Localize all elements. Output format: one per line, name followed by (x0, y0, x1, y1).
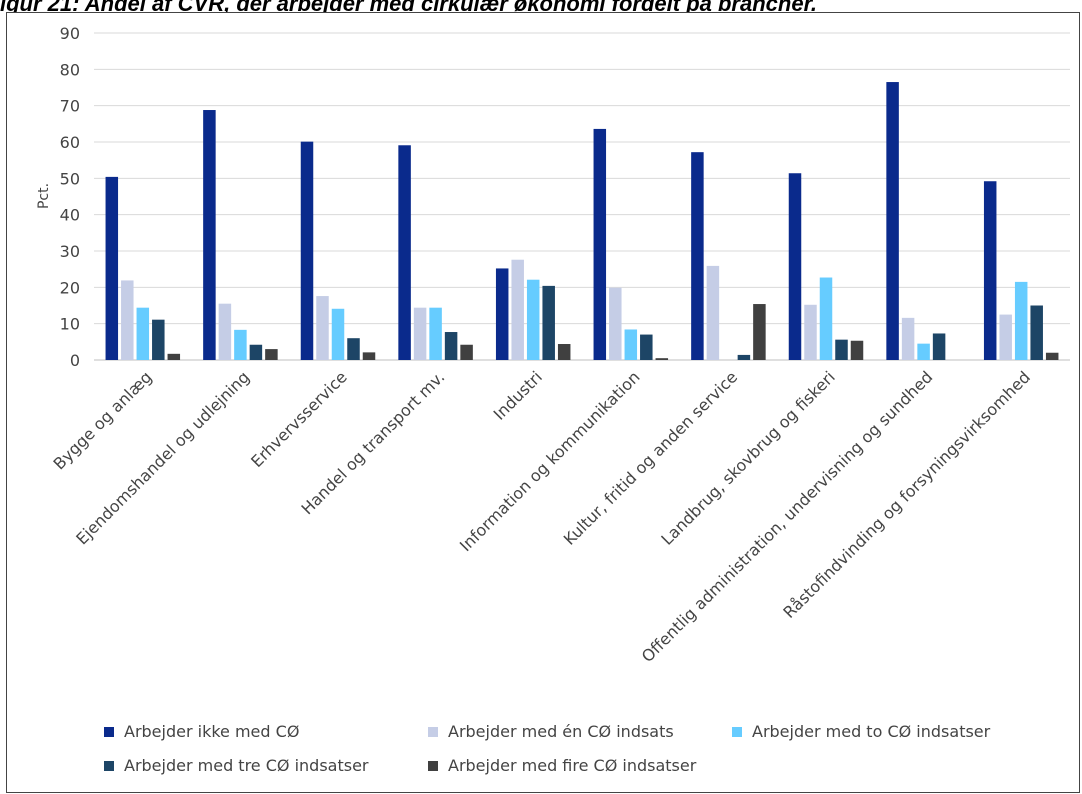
bar (850, 340, 864, 360)
bar (105, 176, 119, 360)
x-tick-label: Landbrug, skovbrug og fiskeri (657, 367, 838, 548)
bar (218, 303, 232, 360)
bar (444, 332, 458, 360)
bar (167, 353, 181, 360)
bar (819, 277, 833, 360)
legend-swatch (104, 726, 114, 737)
bar (398, 145, 411, 360)
legend-item: Arbejder med to CØ indsatser (732, 722, 990, 741)
y-tick-label: 10 (60, 315, 80, 334)
bar (901, 317, 915, 360)
x-tick-label: Bygge og anlæg (50, 367, 156, 473)
bar (655, 358, 669, 360)
y-axis-ticks: 0 10 20 30 40 50 60 70 80 90 (60, 24, 80, 370)
x-tick-label: Industri (490, 367, 546, 423)
x-tick-label: Information og kommunikation (456, 367, 644, 555)
bar (788, 173, 802, 360)
legend-swatch (104, 760, 114, 771)
bar (331, 308, 345, 360)
y-tick-label: 40 (60, 206, 80, 225)
gridlines (94, 32, 1070, 361)
x-tick-label: Erhvervsservice (247, 367, 351, 471)
legend-swatch (428, 726, 438, 737)
legend-swatch (732, 726, 742, 737)
legend-item: Arbejder med fire CØ indsatser (428, 756, 696, 775)
legend-label: Arbejder med én CØ indsats (448, 722, 674, 741)
bar (460, 344, 473, 360)
y-tick-label: 60 (60, 133, 80, 152)
bar (609, 287, 622, 360)
bar (265, 349, 278, 360)
y-tick-label: 50 (60, 169, 80, 188)
bar (737, 354, 751, 360)
bar (886, 82, 899, 361)
bar (121, 280, 134, 360)
bar (624, 329, 638, 360)
legend-label: Arbejder ikke med CØ (124, 722, 300, 741)
bar (152, 319, 165, 360)
bar (234, 329, 247, 360)
bar (1045, 352, 1059, 360)
bar (136, 307, 150, 360)
bar (691, 152, 704, 360)
bar (542, 285, 555, 360)
bar (640, 334, 653, 360)
y-tick-label: 80 (60, 60, 80, 79)
bar (835, 339, 848, 360)
bar (316, 296, 329, 360)
bar (917, 343, 930, 360)
y-tick-label: 90 (60, 24, 80, 43)
y-axis-label: Pct. (36, 183, 52, 209)
bar (804, 304, 817, 360)
x-tick-label: Kultur, fritid og anden service (560, 367, 741, 548)
legend-label: Arbejder med to CØ indsatser (752, 722, 991, 741)
bar (429, 307, 442, 360)
bar (347, 338, 360, 360)
bar (557, 344, 571, 360)
bar (593, 128, 607, 360)
bar (362, 352, 376, 360)
bar (983, 181, 997, 360)
legend-item: Arbejder med tre CØ indsatser (104, 756, 369, 775)
legend-label: Arbejder med tre CØ indsatser (124, 756, 369, 775)
legend-item: Arbejder ikke med CØ (104, 722, 299, 741)
y-tick-label: 70 (60, 97, 80, 116)
y-tick-label: 20 (60, 278, 80, 297)
bar (300, 141, 314, 360)
y-tick-label: 0 (70, 351, 80, 370)
bar (706, 265, 720, 360)
y-tick-label: 30 (60, 242, 80, 261)
bar (511, 259, 524, 360)
bar (932, 333, 946, 360)
legend-label: Arbejder med fire CØ indsatser (448, 756, 697, 775)
bar (999, 314, 1012, 360)
legend-item: Arbejder med én CØ indsats (428, 722, 674, 741)
bar (1030, 305, 1043, 360)
bar (203, 110, 216, 360)
bar (526, 279, 540, 360)
bars (105, 82, 1059, 361)
bar (249, 344, 263, 360)
legend-swatch (428, 760, 438, 771)
bar (753, 304, 766, 360)
bar (495, 268, 509, 360)
bar (413, 307, 427, 360)
x-tick-label: Ejendomshandel og udlejning (72, 367, 253, 548)
bar (1014, 281, 1028, 360)
